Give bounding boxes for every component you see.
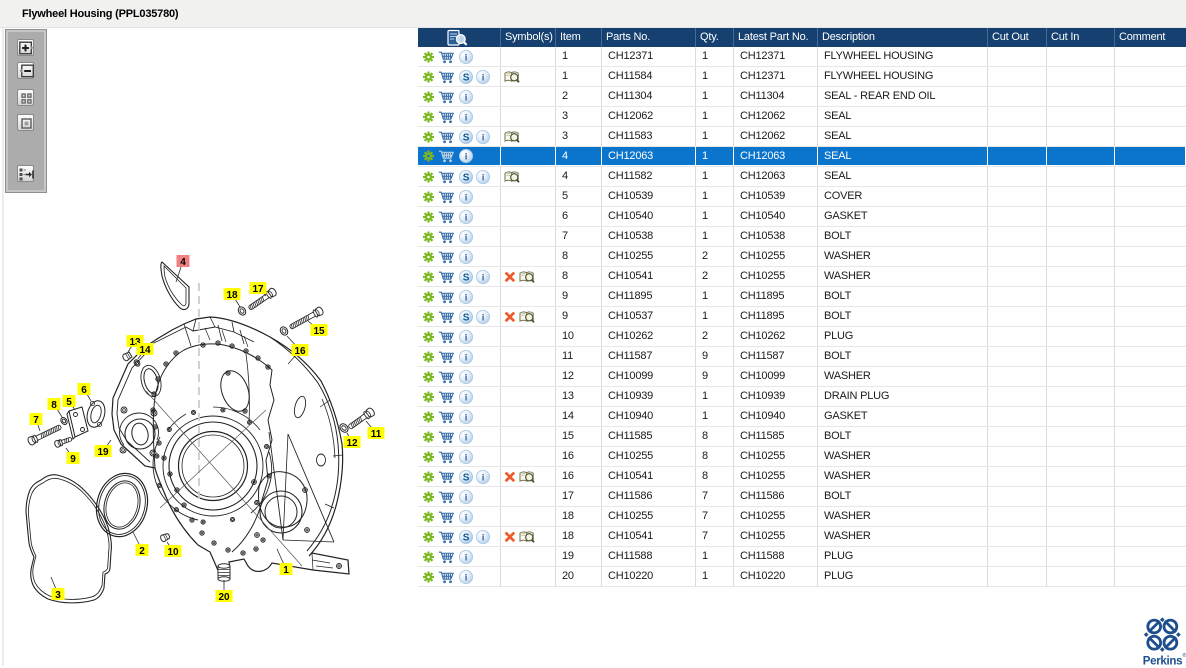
svg-text:18: 18 xyxy=(226,290,238,301)
svg-text:10: 10 xyxy=(167,547,179,558)
svg-text:8: 8 xyxy=(51,400,57,411)
svg-text:2: 2 xyxy=(139,546,145,557)
svg-text:15: 15 xyxy=(313,326,325,337)
svg-text:®: ® xyxy=(1183,652,1186,659)
svg-text:20: 20 xyxy=(218,592,230,603)
svg-text:1: 1 xyxy=(283,565,289,576)
svg-text:12: 12 xyxy=(346,438,358,449)
svg-text:7: 7 xyxy=(33,415,39,426)
svg-text:14: 14 xyxy=(139,345,151,356)
svg-text:11: 11 xyxy=(371,429,382,440)
svg-text:9: 9 xyxy=(70,454,76,465)
svg-text:5: 5 xyxy=(66,397,72,408)
svg-text:17: 17 xyxy=(252,284,264,295)
svg-text:3: 3 xyxy=(55,590,61,601)
svg-text:6: 6 xyxy=(81,385,87,396)
svg-text:4: 4 xyxy=(180,257,186,268)
svg-text:19: 19 xyxy=(97,447,109,458)
svg-text:16: 16 xyxy=(294,346,306,357)
